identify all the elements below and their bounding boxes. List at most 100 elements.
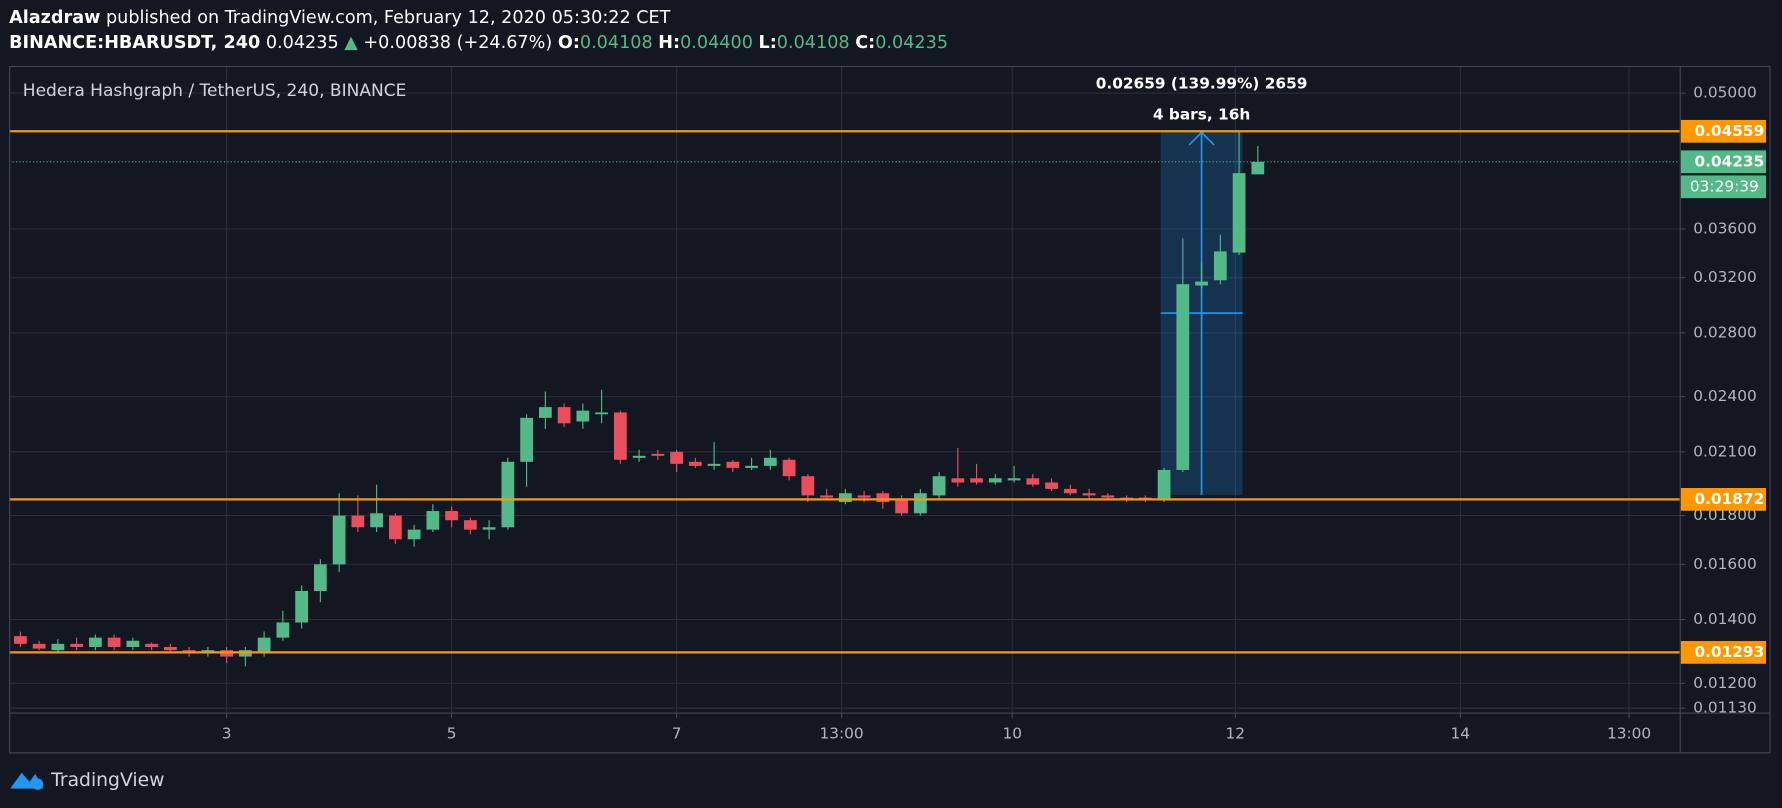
high-value: 0.04400: [680, 33, 753, 53]
candle-body: [463, 520, 477, 530]
level-tag: [1680, 488, 1767, 511]
candle-body: [351, 515, 365, 528]
candle-body: [707, 463, 721, 466]
candle-body: [763, 457, 777, 466]
candle-body: [670, 451, 683, 464]
candle-body: [651, 453, 665, 456]
y-tick-label: 0.02800: [1693, 323, 1756, 341]
x-tick-label: 7: [672, 725, 682, 743]
close-value: 0.04235: [875, 33, 948, 53]
candle-body: [838, 493, 852, 503]
tradingview-logo: [10, 772, 44, 790]
symbol: BINANCE:HBARUSDT, 240: [9, 33, 260, 53]
x-tick-label: 5: [447, 725, 457, 743]
candle-body: [1101, 495, 1115, 498]
candle-body: [613, 412, 627, 460]
candle-body: [726, 461, 740, 468]
x-tick-label: 10: [1002, 725, 1022, 743]
publish-line: Alazdraw published on TradingView.com, F…: [9, 8, 671, 28]
candle-body: [276, 622, 290, 638]
candle-body: [145, 643, 159, 648]
candle-body: [576, 410, 590, 422]
candle-body: [951, 478, 965, 483]
candle-body: [1157, 469, 1171, 500]
candle-body: [632, 455, 646, 458]
logo-dot: [31, 778, 44, 790]
candle-body: [1213, 251, 1227, 281]
candle-body: [688, 461, 702, 466]
y-tick-label: 0.02100: [1693, 442, 1756, 460]
candle-body: [332, 515, 346, 565]
level-tag-label: 0.01872: [1694, 490, 1764, 508]
level-tag-label: 0.04559: [1694, 122, 1764, 140]
level-tag: [1680, 641, 1767, 664]
candle-body: [970, 478, 983, 483]
candle-body: [782, 459, 796, 477]
candle-body: [520, 417, 533, 462]
candle-body: [482, 527, 496, 530]
high-label: H:: [658, 33, 680, 53]
chart-title: Hedera Hashgraph / TetherUS, 240, BINANC…: [23, 81, 407, 101]
candle-body: [51, 643, 65, 651]
candle-body: [557, 407, 571, 424]
close-label: C:: [855, 33, 875, 53]
candle-body: [1026, 478, 1040, 485]
brand: TradingView: [50, 770, 164, 791]
quote-line: BINANCE:HBARUSDT, 240 0.04235 ▲ +0.00838…: [9, 33, 948, 53]
low-label: L:: [759, 33, 777, 53]
candle-body: [126, 640, 140, 648]
candle-body: [1007, 478, 1021, 481]
candle-body: [501, 461, 515, 528]
candle-body: [876, 493, 890, 503]
y-tick-label: 0.01600: [1693, 555, 1756, 573]
candle-body: [313, 564, 327, 591]
change: +0.00838 (+24.67%): [363, 33, 552, 53]
candle-body: [388, 515, 402, 540]
y-tick-label: 0.03200: [1693, 268, 1756, 286]
x-tick-label: 3: [222, 725, 232, 743]
published: published on TradingView.com, February 1…: [106, 8, 671, 28]
open-label: O:: [558, 33, 580, 53]
candle-body: [257, 637, 271, 654]
low-value: 0.04108: [777, 33, 850, 53]
countdown-label: 03:29:39: [1690, 177, 1759, 195]
candle-body: [426, 511, 440, 530]
candle-body: [595, 412, 608, 415]
candle-body: [932, 476, 946, 496]
candle-body: [295, 590, 308, 623]
candle-body: [164, 647, 177, 651]
candle-body: [538, 407, 552, 418]
open-value: 0.04108: [580, 33, 653, 53]
x-tick-label: 13:00: [1607, 725, 1651, 743]
y-tick-label: 0.02400: [1693, 387, 1756, 405]
y-tick-label: 0.01400: [1693, 610, 1756, 628]
current-price-tag: [1680, 150, 1767, 174]
candle-body: [445, 511, 458, 521]
measure-duration: 4 bars, 16h: [1153, 105, 1250, 123]
measure-arrowhead: [1188, 131, 1215, 146]
last-price: 0.04235: [266, 33, 339, 53]
level-tag: [1680, 119, 1767, 143]
y-tick-label: 0.05000: [1693, 84, 1756, 102]
candle-body: [32, 643, 46, 649]
candle-body: [1082, 493, 1096, 496]
change-arrow: ▲: [344, 33, 358, 53]
candle-body: [913, 493, 927, 514]
candle-body: [801, 476, 815, 496]
candle-body: [370, 513, 383, 528]
y-tick-label: 0.01130: [1693, 699, 1756, 717]
candle-body: [820, 495, 833, 498]
x-tick-label: 12: [1226, 725, 1246, 743]
candle-body: [1063, 488, 1077, 494]
x-tick-label: 13:00: [820, 725, 864, 743]
candle-body: [407, 529, 421, 540]
candle-body: [988, 478, 1002, 483]
chart-border: [9, 65, 1771, 754]
candle-body: [89, 637, 102, 648]
candle-body: [1251, 161, 1265, 175]
current-price-label: 0.04235: [1694, 152, 1764, 170]
candle-body: [1045, 482, 1058, 489]
